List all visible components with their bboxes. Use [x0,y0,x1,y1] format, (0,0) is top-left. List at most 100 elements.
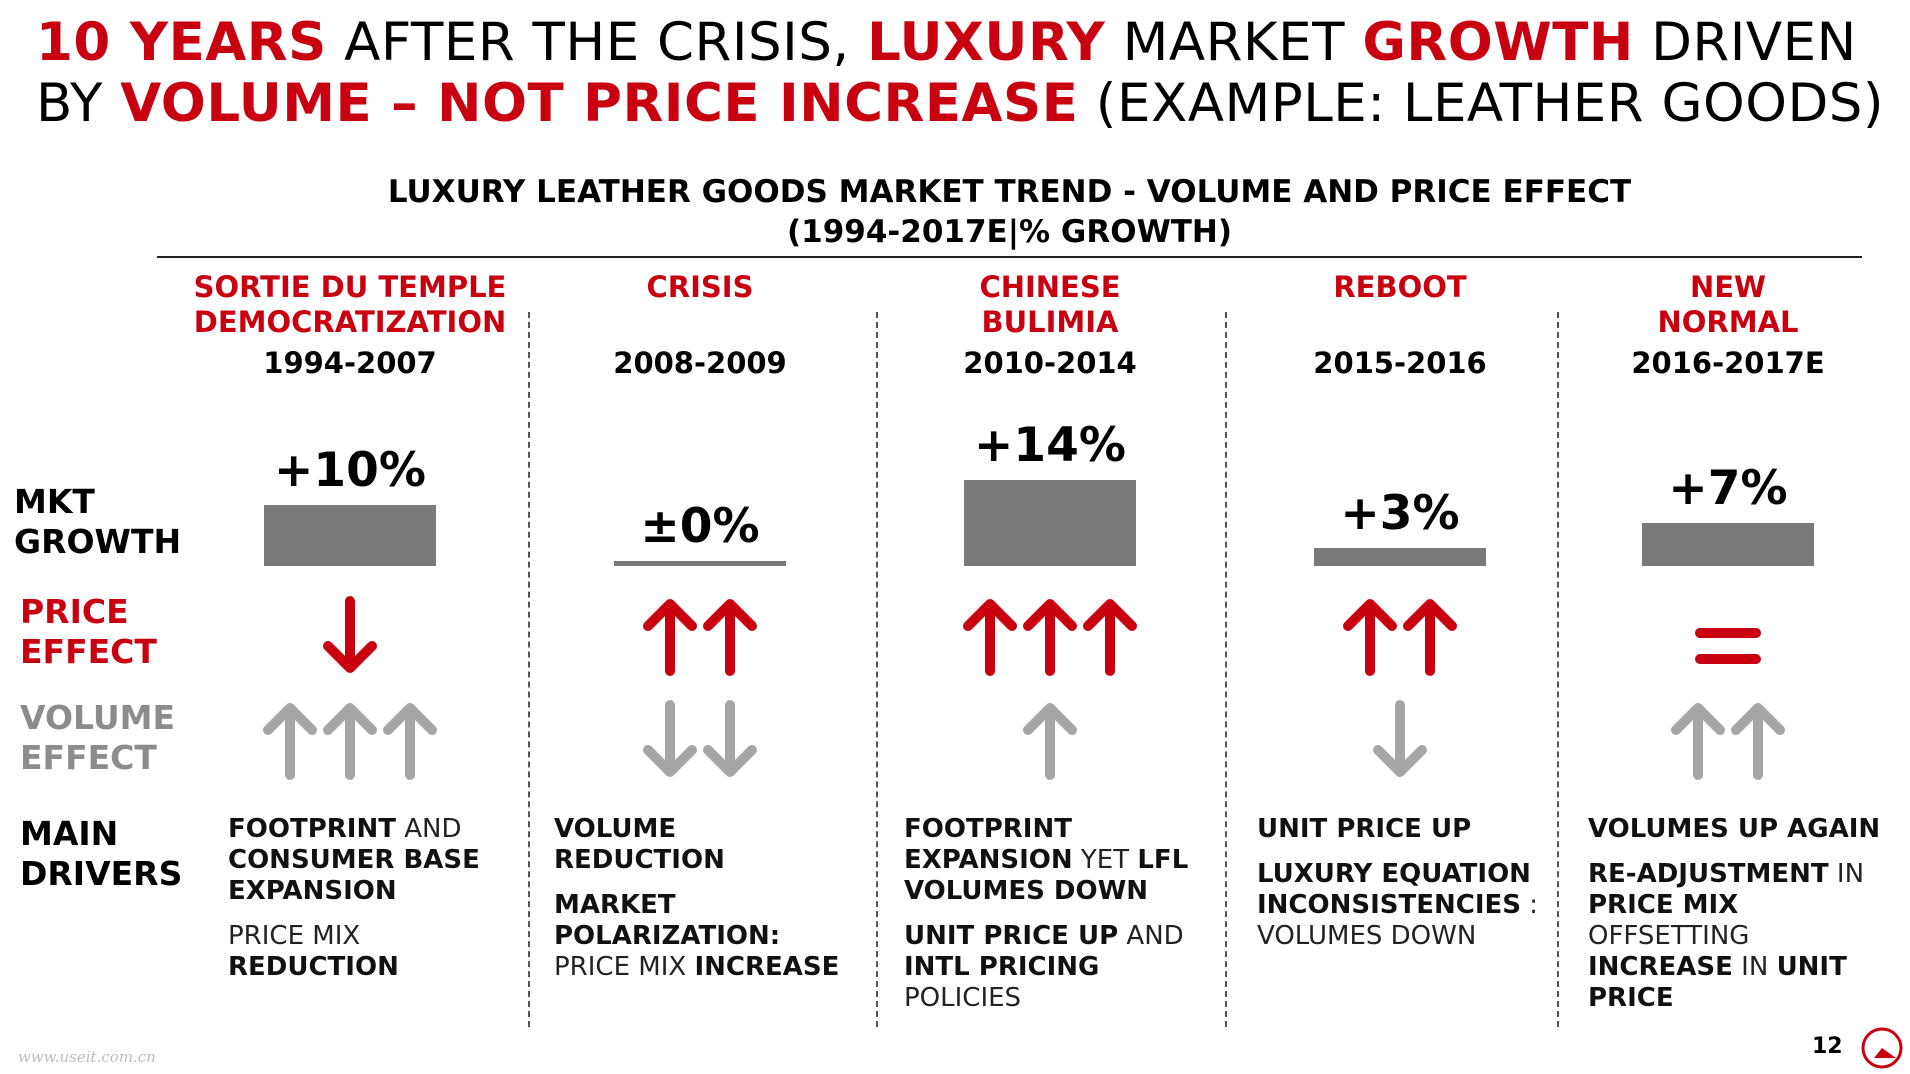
title-text: BY [36,73,121,134]
price-effect [1693,618,1763,672]
chart-subtitle: (1994-2017E|% GROWTH) [786,214,1233,250]
page-number: 12 [1812,1034,1843,1059]
driver-text: AND [1118,921,1184,951]
growth-bar [264,505,436,566]
driver-text: OFFSETTING [1588,921,1750,951]
title-highlight: VOLUME – NOT PRICE INCREASE [120,73,1079,134]
main-drivers: FOOTPRINT EXPANSION YET LFL VOLUMES DOWN… [904,814,1204,1028]
price-effect-arrow-up-icon [703,599,757,676]
title-divider [157,256,1862,258]
driver-text-bold: VOLUME REDUCTION [554,814,725,875]
period-name-line: NEW [1689,270,1767,304]
column-divider [876,312,878,1027]
period-name: CRISIS [520,270,880,305]
slide-title: 10 YEARS AFTER THE CRISIS, LUXURY MARKET… [36,12,1896,134]
volume-effect-arrow-up-icon [383,703,437,780]
column-divider [528,312,530,1027]
volume-effect-arrows-up-icon [1023,703,1077,780]
driver-paragraph: UNIT PRICE UP [1257,814,1557,845]
growth-value-label: +3% [1340,486,1460,541]
row-label-mkt-growth: MKT GROWTH [14,482,182,561]
price-effect-arrow-down-icon [323,596,377,673]
driver-text-bold: FOOTPRINT [228,814,396,844]
driver-text-bold: LFL VOLUMES DOWN [904,845,1189,906]
title-text: (EXAMPLE: LEATHER GOODS) [1078,73,1885,134]
growth-bar [614,561,786,566]
period-years: 2010-2014 [963,346,1137,380]
main-drivers: UNIT PRICE UP LUXURY EQUATION INCONSISTEN… [1257,814,1557,966]
price-effect [955,596,1145,680]
period-name: REBOOT [1220,270,1580,305]
volume-effect-arrow-up-icon [1731,703,1785,780]
driver-text: PRICE MIX [554,952,695,982]
driver-text: IN [1732,952,1777,982]
price-effect-arrow-up-icon [1023,599,1077,676]
column-divider [1557,312,1559,1027]
volume-effect-arrow-down-icon [1373,700,1427,777]
volume-effect-arrow-up-icon [1671,703,1725,780]
price-effect-arrow-up-icon [1343,599,1397,676]
driver-paragraph: LUXURY EQUATION INCONSISTENCIES : VOLUME… [1257,859,1557,952]
driver-text: AND [395,814,462,844]
driver-text: PRICE MIX [228,921,361,951]
period-name-line: DEMOCRATIZATION [193,305,507,339]
driver-text-bold: REDUCTION [228,952,399,982]
volume-effect [635,700,765,784]
driver-paragraph: PRICE MIX REDUCTION [228,921,528,983]
growth-bar [1642,523,1814,566]
driver-paragraph: FOOTPRINT EXPANSION YET LFL VOLUMES DOWN [904,814,1204,907]
growth-bar [964,480,1136,566]
driver-text-bold: UNIT PRICE UP [1257,814,1472,844]
volume-effect-arrow-up-icon [323,703,377,780]
period-name-line: BULIMIA [981,305,1119,339]
slide-title-line-2: BY VOLUME – NOT PRICE INCREASE (EXAMPLE:… [36,73,1896,134]
price-effect-arrow-up-icon [1403,599,1457,676]
driver-text-bold: FOOTPRINT EXPANSION [904,814,1073,875]
slide-title-line-1: 10 YEARS AFTER THE CRISIS, LUXURY MARKET… [36,12,1896,73]
price-effect-arrow-up-icon [1083,599,1137,676]
title-highlight: LUXURY [867,12,1106,73]
price-effect [635,596,765,680]
chart-title-block: LUXURY LEATHER GOODS MARKET TREND - VOLU… [157,172,1862,252]
growth-value-label: +14% [974,418,1126,473]
title-text: DRIVEN [1633,12,1857,73]
period-name-line: NORMAL [1657,305,1799,339]
price-effect-arrows-up-icon [643,599,757,676]
driver-paragraph: VOLUME REDUCTION [554,814,854,876]
volume-effect [255,700,445,784]
row-label-main-drivers: MAIN DRIVERS [20,814,183,893]
main-drivers: VOLUME REDUCTION MARKET POLARIZATION: PRI… [554,814,854,997]
driver-paragraph: RE-ADJUSTMENT IN PRICE MIX OFFSETTING IN… [1588,859,1898,1014]
driver-text: YET [1072,845,1138,875]
price-effect-arrows-down-icon [323,596,377,673]
period-years: 2016-2017E [1631,346,1825,380]
price-effect-arrows-up-icon [963,599,1137,676]
growth-value-label: ±0% [640,499,760,554]
title-text: MARKET [1105,12,1363,73]
driver-paragraph: UNIT PRICE UP AND INTL PRICING POLICIES [904,921,1204,1014]
driver-text-bold: MARKET POLARIZATION: [554,890,781,951]
volume-effect-arrows-down-icon [1373,700,1427,777]
driver-text-bold: INCREASE [1588,952,1733,982]
volume-effect-arrow-down-icon [703,700,757,777]
driver-text-bold: PRICE MIX [1588,890,1739,920]
period-name-line: REBOOT [1333,270,1467,304]
volume-effect [1663,700,1793,784]
price-effect-arrow-up-icon [963,599,1017,676]
period-years: 2015-2016 [1313,346,1487,380]
chart-title: LUXURY LEATHER GOODS MARKET TREND - VOLU… [387,174,1632,210]
watermark: www.useit.com.cn [18,1048,156,1066]
volume-effect-arrows-down-icon [643,700,757,777]
period-name: SORTIE DU TEMPLE DEMOCRATIZATION [170,270,530,340]
volume-effect-arrows-up-icon [1671,703,1785,780]
driver-text-bold: CONSUMER BASE EXPANSION [228,845,480,906]
period-name-line: CRISIS [646,270,754,304]
growth-value-label: +10% [274,443,426,498]
volume-effect [1015,700,1085,784]
driver-text: POLICIES [904,983,1022,1013]
driver-text-bold: UNIT PRICE UP [904,921,1119,951]
row-label-volume-effect: VOLUME EFFECT [20,698,176,777]
driver-paragraph: MARKET POLARIZATION: PRICE MIX INCREASE [554,890,854,983]
growth-value-label: +7% [1668,461,1788,516]
main-drivers: FOOTPRINT AND CONSUMER BASE EXPANSION PRI… [228,814,528,997]
